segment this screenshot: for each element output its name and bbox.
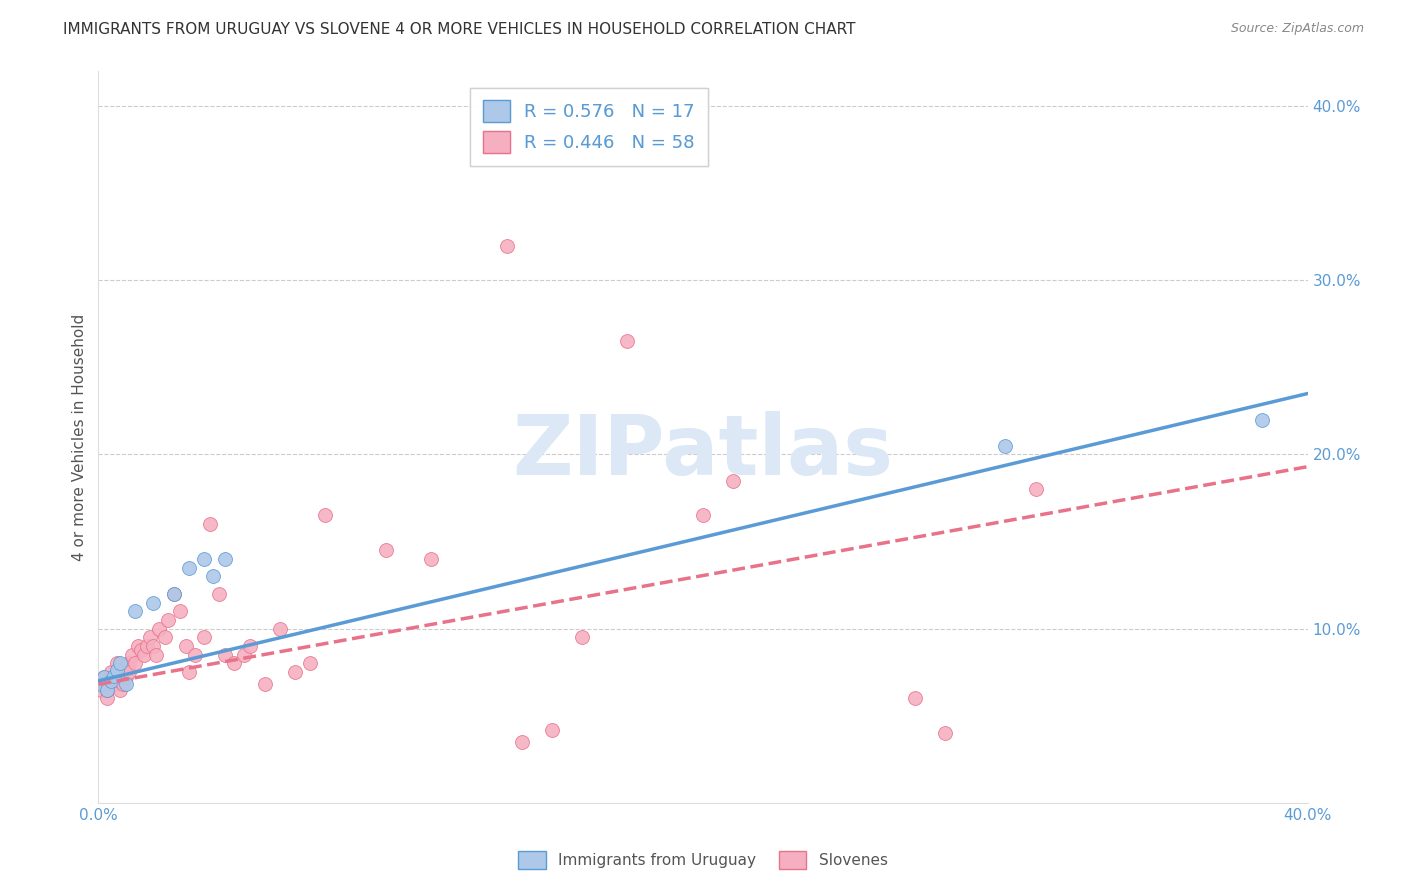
Point: [253, 677, 276, 691]
Point: [124, 604, 146, 618]
Point: [114, 660, 136, 674]
Point: [232, 648, 254, 662]
Point: [156, 613, 179, 627]
Point: [114, 670, 136, 684]
Point: [540, 723, 562, 737]
Point: [510, 735, 533, 749]
Point: [174, 639, 197, 653]
Point: [208, 587, 231, 601]
Point: [129, 642, 152, 657]
Point: [96, 682, 118, 697]
Point: [105, 657, 128, 671]
Point: [90, 673, 112, 688]
Point: [108, 657, 131, 671]
Point: [96, 691, 118, 706]
Point: [169, 604, 191, 618]
Point: [202, 569, 225, 583]
Point: [103, 677, 125, 691]
Point: [96, 682, 118, 697]
Legend: R = 0.576   N = 17, R = 0.446   N = 58: R = 0.576 N = 17, R = 0.446 N = 58: [470, 87, 707, 166]
Point: [269, 622, 291, 636]
Point: [93, 670, 115, 684]
Point: [179, 665, 201, 680]
Point: [103, 668, 125, 682]
Point: [93, 677, 115, 691]
Point: [111, 665, 134, 680]
Text: Source: ZipAtlas.com: Source: ZipAtlas.com: [1230, 22, 1364, 36]
Point: [111, 677, 134, 691]
Point: [108, 673, 131, 688]
Point: [90, 677, 112, 691]
Point: [139, 631, 162, 645]
Point: [105, 664, 128, 678]
Point: [108, 682, 131, 697]
Point: [214, 552, 236, 566]
Point: [103, 670, 125, 684]
Text: ZIPatlas: ZIPatlas: [513, 411, 893, 492]
Point: [90, 682, 112, 697]
Point: [193, 552, 215, 566]
Point: [374, 543, 396, 558]
Point: [1024, 483, 1046, 497]
Point: [163, 587, 186, 601]
Point: [723, 474, 745, 488]
Point: [420, 552, 443, 566]
Point: [121, 648, 143, 662]
Point: [163, 587, 186, 601]
Point: [571, 631, 593, 645]
Point: [142, 595, 165, 609]
Point: [148, 622, 170, 636]
Point: [1251, 412, 1274, 426]
Point: [692, 508, 714, 523]
Point: [495, 238, 517, 252]
Point: [616, 334, 638, 349]
Point: [114, 677, 136, 691]
Point: [299, 657, 322, 671]
Point: [118, 665, 141, 680]
Point: [934, 726, 956, 740]
Point: [127, 639, 149, 653]
Point: [214, 648, 236, 662]
Point: [100, 673, 122, 688]
Point: [132, 648, 155, 662]
Text: IMMIGRANTS FROM URUGUAY VS SLOVENE 4 OR MORE VEHICLES IN HOUSEHOLD CORRELATION C: IMMIGRANTS FROM URUGUAY VS SLOVENE 4 OR …: [63, 22, 856, 37]
Point: [239, 639, 262, 653]
Legend: Immigrants from Uruguay, Slovenes: Immigrants from Uruguay, Slovenes: [512, 845, 894, 875]
Point: [100, 665, 122, 680]
Point: [135, 639, 157, 653]
Point: [200, 517, 222, 532]
Point: [904, 691, 927, 706]
Point: [118, 657, 141, 671]
Point: [994, 439, 1017, 453]
Y-axis label: 4 or more Vehicles in Household: 4 or more Vehicles in Household: [72, 313, 87, 561]
Point: [224, 657, 246, 671]
Point: [100, 673, 122, 688]
Point: [153, 631, 176, 645]
Point: [314, 508, 336, 523]
Point: [142, 639, 165, 653]
Point: [284, 665, 307, 680]
Point: [184, 648, 207, 662]
Point: [124, 657, 146, 671]
Point: [145, 648, 167, 662]
Point: [193, 631, 215, 645]
Point: [93, 670, 115, 684]
Point: [179, 560, 201, 574]
